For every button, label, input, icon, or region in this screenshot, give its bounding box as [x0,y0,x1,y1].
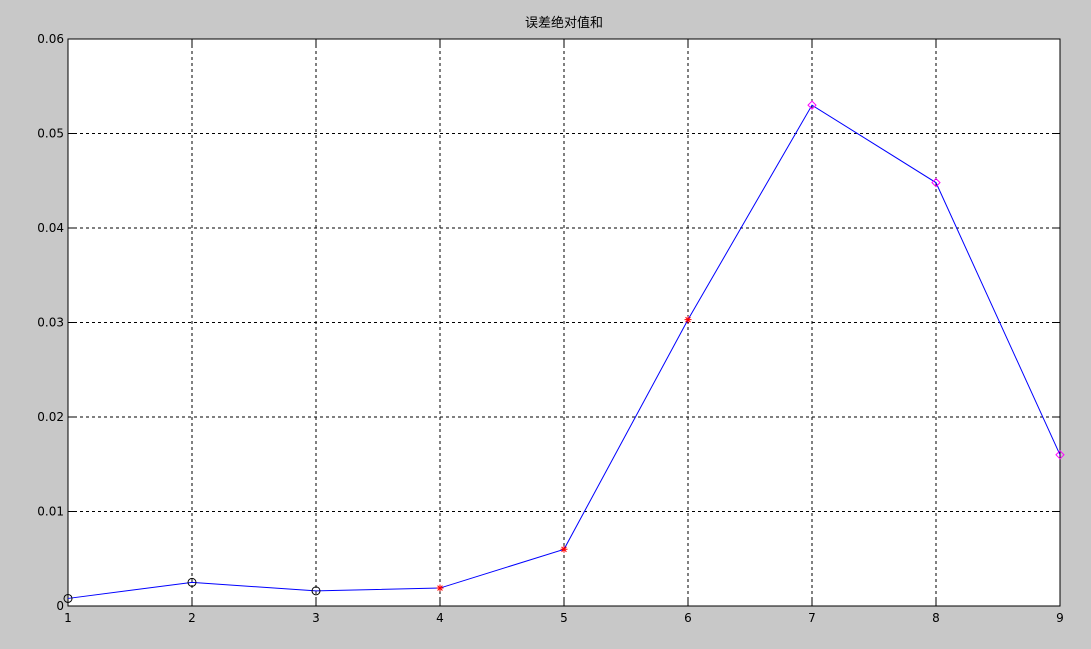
x-tick-label: 3 [312,611,320,625]
x-tick-label: 2 [188,611,196,625]
y-tick-label: 0.06 [37,32,64,46]
data-point-circle [187,577,197,587]
y-tick-label: 0.01 [37,505,64,519]
y-tick-label: 0.03 [37,316,64,330]
y-tick-label: 0.02 [37,410,64,424]
chart-title: 误差绝对值和 [525,15,603,31]
data-point-star [436,584,444,592]
data-point-circle [311,586,321,596]
data-point-diamond [1055,450,1065,460]
data-point-diamond [807,100,817,110]
data-point-diamond [931,177,941,188]
x-tick-label: 8 [932,611,940,625]
data-point-star [560,545,568,553]
x-tick-label: 6 [684,611,692,625]
y-tick-label: 0.05 [37,127,64,141]
data-series [63,100,1065,603]
data-point-circle [63,593,73,603]
x-tick-label: 7 [808,611,816,625]
x-tick-label: 4 [436,611,444,625]
y-tick-label: 0 [56,599,64,613]
x-tick-label: 5 [560,611,568,625]
x-tick-label: 1 [64,611,72,625]
data-point-star [684,316,692,324]
y-tick-label: 0.04 [37,221,64,235]
axis-ticks: 1 2 3 4 5 6 7 8 9 0 0.01 0.02 0.03 0.04 0.05 0.06 [37,32,1064,625]
x-tick-label: 9 [1056,611,1064,625]
